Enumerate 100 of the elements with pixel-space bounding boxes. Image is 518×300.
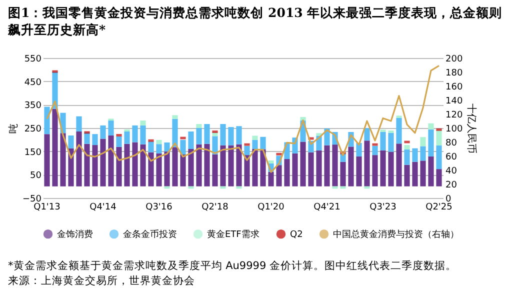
bar [220, 145, 226, 186]
bar [52, 108, 58, 186]
bar [196, 128, 202, 144]
bar [92, 134, 98, 146]
bar [292, 153, 298, 186]
bar [172, 115, 178, 119]
bar [124, 132, 130, 144]
bar [172, 118, 178, 148]
x-tick-label: Q1'13 [34, 202, 60, 212]
bar [188, 132, 194, 149]
bar [428, 156, 434, 186]
bar [420, 160, 426, 186]
y-tick-label: 450 [24, 78, 42, 88]
bar [204, 124, 210, 144]
bar [188, 186, 194, 189]
bar [244, 146, 250, 156]
bar [372, 155, 378, 186]
bar [268, 160, 274, 164]
bar [364, 186, 370, 189]
y-tick-label: 50 [30, 171, 42, 182]
y2-axis-title: 十亿人民币 [466, 104, 478, 154]
legend-label: 金饰消费 [57, 229, 93, 240]
legend-label: 金条金币投资 [123, 229, 177, 240]
x-tick-label: Q3'16 [146, 202, 173, 212]
legend-label: Q2 [290, 230, 303, 240]
y-tick-label: 250 [24, 124, 42, 134]
bar [76, 116, 82, 132]
bar [204, 144, 210, 186]
y2-tick-label: 80 [446, 138, 458, 148]
bar [100, 125, 106, 139]
y2-tick-label: 40 [446, 166, 458, 176]
text: *黄金需求金额基于黄金需求吨数及季度平均 Au9999 金价计算。图中红线代表二季度数据。 [8, 259, 458, 274]
x-tick-label: Q1'20 [258, 202, 285, 212]
bar [60, 133, 66, 186]
bar [308, 152, 314, 186]
bar [156, 144, 162, 154]
bar [412, 162, 418, 186]
bar [236, 144, 242, 186]
bar [428, 123, 434, 130]
bar [68, 135, 74, 148]
bar [276, 165, 282, 186]
bar [140, 125, 146, 144]
bar [196, 124, 202, 128]
y-tick-label: 350 [24, 101, 42, 112]
bar [164, 186, 170, 189]
bar [140, 144, 146, 186]
bar [164, 152, 170, 186]
bar [212, 136, 218, 154]
bar [108, 120, 114, 136]
bar [188, 149, 194, 186]
bar [156, 140, 162, 144]
bar [260, 136, 266, 150]
bar [44, 134, 50, 186]
bar [252, 136, 258, 140]
bar [412, 148, 418, 162]
bar [252, 149, 258, 186]
bar [436, 130, 442, 146]
bar [236, 186, 242, 189]
bar [116, 146, 122, 186]
bar [300, 117, 306, 121]
bar [116, 136, 122, 147]
bar [252, 140, 258, 149]
bar [100, 138, 106, 186]
chart-title: 图1：我国零售黄金投资与消费总需求吨数创 2013 年以来最强二季度表现，总金额则飙升至历史新高* [6, 4, 504, 39]
x-tick-label: Q2'18 [202, 202, 229, 212]
bar [404, 149, 410, 165]
bar [396, 144, 402, 186]
bar [76, 132, 82, 186]
y2-tick-label: 160 [446, 82, 463, 92]
bar [404, 145, 410, 150]
bar [300, 142, 306, 186]
y-tick-label: 150 [24, 148, 42, 158]
bar [132, 125, 138, 142]
bar [372, 146, 378, 156]
source-note: 来源：上海黄金交易所，世界黄金协会 [8, 274, 196, 289]
bar [364, 140, 370, 186]
bar [436, 169, 442, 186]
bar [180, 154, 186, 186]
bar [380, 150, 386, 186]
bar [284, 159, 290, 186]
bar [180, 140, 186, 154]
y2-tick-label: 200 [446, 54, 463, 64]
bar [332, 186, 338, 189]
bar [268, 172, 274, 186]
y2-tick-label: 120 [446, 110, 463, 120]
bar [396, 118, 402, 144]
y2-tick-label: 20 [446, 180, 458, 190]
bar [388, 132, 394, 152]
bar [92, 145, 98, 186]
bar [148, 152, 154, 186]
bar [156, 153, 162, 186]
bar [108, 135, 114, 186]
y2-tick-label: 0 [446, 194, 452, 204]
bar [364, 128, 370, 141]
bar [356, 156, 362, 186]
y-axis-title: 吨 [8, 124, 20, 134]
bar [124, 144, 130, 186]
bar [356, 142, 362, 156]
bar [228, 145, 234, 186]
bar [228, 127, 234, 146]
